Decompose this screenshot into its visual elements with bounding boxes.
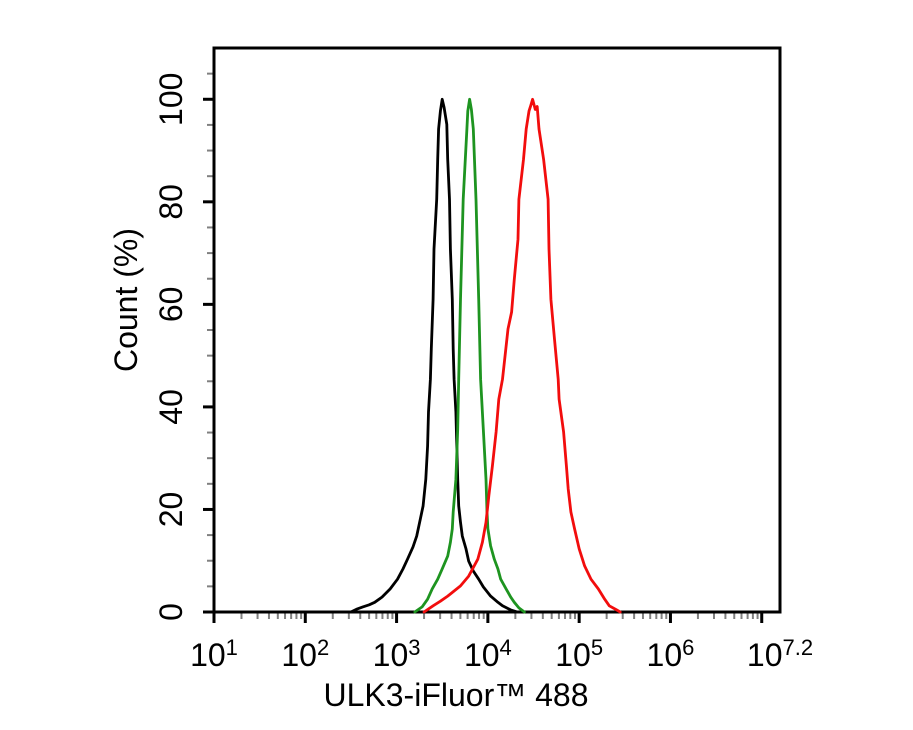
plot-frame (212, 46, 782, 614)
x-tick-label: 101 (190, 635, 238, 673)
axis-major-ticks (203, 97, 764, 623)
x-axis-title: ULK3-iFluor™ 488 (324, 677, 589, 713)
x-tick-label: 105 (555, 635, 603, 673)
histogram-curves (349, 97, 622, 614)
green-curve (413, 97, 526, 614)
black-curve (349, 97, 519, 614)
x-tick-label: 106 (647, 635, 695, 673)
y-tick-labels: 0 20 40 60 80 100 (153, 73, 189, 621)
x-tick-label: 103 (373, 635, 421, 673)
y-tick-label: 80 (153, 184, 189, 220)
x-tick-label: 104 (464, 635, 512, 673)
y-tick-label: 60 (153, 287, 189, 323)
x-tick-label: 102 (281, 635, 329, 673)
x-tick-labels: 101 102 103 104 105 106 107.2 (190, 635, 813, 673)
x-tick-label: 107.2 (747, 635, 813, 673)
red-curve (422, 97, 622, 614)
y-tick-label: 100 (153, 73, 189, 126)
y-tick-label: 20 (153, 492, 189, 528)
y-tick-label: 0 (153, 603, 189, 621)
y-tick-label: 40 (153, 389, 189, 425)
y-axis-title: Count (%) (108, 228, 144, 372)
